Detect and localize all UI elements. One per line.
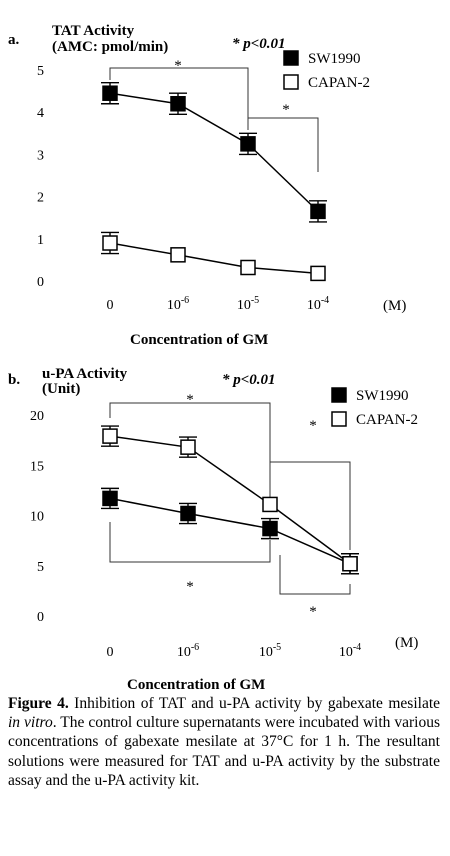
panel-b-significance-label: * p<0.01 — [222, 372, 276, 388]
panel-a: a. TAT Activity (AMC: pmol/min) * p<0.01… — [8, 23, 406, 348]
legend-marker — [331, 411, 347, 427]
data-point — [102, 85, 118, 101]
x-tick-label: 10-6 — [167, 295, 189, 313]
panel-b-legend: SW1990 CAPAN-2 — [331, 387, 418, 428]
series-line — [109, 497, 351, 565]
series-line — [109, 242, 319, 275]
x-tick-label: 0 — [107, 645, 114, 660]
significance-bracket — [248, 117, 319, 172]
data-point — [310, 265, 326, 282]
legend-label: SW1990 — [308, 51, 361, 67]
x-tick-exponent: -6 — [191, 642, 199, 653]
x-tick-label: 0 — [107, 298, 114, 313]
panel-a-xlabel: Concentration of GM — [130, 332, 268, 348]
caption-text-2: . The control culture supernatants were … — [8, 714, 440, 789]
data-point — [310, 203, 326, 220]
x-tick-exponent: -4 — [321, 295, 329, 306]
data-point — [180, 505, 196, 522]
series-line — [109, 435, 351, 565]
x-tick-exponent: -5 — [251, 295, 259, 306]
caption-text-1: Inhibition of TAT and u-PA activity by g… — [68, 695, 441, 712]
y-tick-label: 2 — [37, 191, 44, 206]
y-tick-label: 20 — [30, 409, 44, 424]
data-point — [342, 555, 358, 572]
significance-star: * — [309, 604, 317, 620]
panel-a-x-unit: (M) — [383, 298, 406, 314]
panel-a-y-ticks: 0 1 2 3 4 5 — [37, 64, 44, 290]
y-tick-label: 0 — [37, 275, 44, 290]
data-point — [170, 96, 186, 112]
panel-a-legend: SW1990 CAPAN-2 — [283, 50, 370, 91]
panel-b-y-ticks: 0 5 10 15 20 — [30, 409, 44, 625]
x-tick-exponent: -6 — [181, 295, 189, 306]
panel-b-ylabel-line1: u-PA Activity — [42, 366, 128, 382]
y-tick-label: 5 — [37, 560, 44, 575]
legend-marker — [283, 50, 299, 66]
data-point — [170, 247, 186, 263]
data-point — [102, 428, 118, 444]
significance-star: * — [174, 58, 182, 74]
x-tick-label: 10-5 — [237, 295, 259, 313]
x-tick-label: 10-4 — [307, 295, 329, 313]
series-line — [109, 92, 319, 212]
significance-bracket — [109, 522, 271, 563]
panel-a-ylabel-line1: TAT Activity — [52, 23, 135, 39]
panel-a-x-categories: 0 10-6 10-5 10-4 — [107, 295, 330, 313]
data-point — [102, 235, 118, 251]
panel-b-xlabel: Concentration of GM — [127, 677, 265, 690]
figure-panels: a. TAT Activity (AMC: pmol/min) * p<0.01… — [8, 23, 418, 690]
data-point — [262, 496, 278, 513]
data-point — [240, 259, 256, 276]
x-tick-exponent: -4 — [353, 642, 361, 653]
data-point — [240, 136, 256, 152]
data-point — [102, 490, 118, 507]
y-tick-label: 5 — [37, 64, 44, 79]
legend-label: CAPAN-2 — [308, 75, 370, 91]
caption-italic: in vitro — [8, 714, 53, 732]
figure-caption: Figure 4. Inhibition of TAT and u-PA act… — [8, 694, 440, 790]
data-point — [262, 520, 278, 537]
significance-star: * — [186, 392, 194, 408]
significance-bracket — [109, 402, 271, 492]
panel-b-significance-brackets: * * * * — [109, 392, 351, 620]
significance-star: * — [282, 102, 290, 118]
y-tick-label: 15 — [30, 459, 44, 474]
x-tick-label: 10-5 — [259, 642, 281, 660]
y-tick-label: 4 — [37, 106, 44, 121]
caption-label: Figure 4. — [8, 695, 69, 712]
panel-b-x-categories: 0 10-6 10-5 10-4 — [107, 642, 362, 660]
legend-marker — [331, 387, 347, 403]
y-tick-label: 10 — [30, 510, 44, 525]
panel-b: b. u-PA Activity (Unit) * p<0.01 (M) Con… — [8, 366, 418, 690]
panel-a-significance-brackets: ** — [109, 58, 319, 172]
panel-b-plot-area — [101, 425, 359, 575]
significance-bracket — [269, 461, 351, 550]
x-tick-label: 10-4 — [339, 642, 361, 660]
panel-a-ylabel-line2: (AMC: pmol/min) — [52, 39, 168, 55]
significance-star: * — [186, 579, 194, 595]
data-point — [180, 439, 196, 455]
legend-label: SW1990 — [356, 388, 409, 404]
x-tick-exponent: -5 — [273, 642, 281, 653]
panel-a-plot-area — [101, 81, 327, 282]
panel-b-label: b. — [8, 372, 20, 388]
panel-b-ylabel-line2: (Unit) — [42, 381, 80, 397]
x-tick-label: 10-6 — [177, 642, 199, 660]
panel-a-significance-label: * p<0.01 — [232, 36, 286, 52]
significance-bracket — [279, 555, 351, 595]
panel-b-x-unit: (M) — [395, 635, 418, 651]
y-tick-label: 1 — [37, 233, 44, 248]
significance-bracket — [109, 67, 249, 130]
panel-a-label: a. — [8, 32, 20, 48]
y-tick-label: 0 — [37, 610, 44, 625]
legend-label: CAPAN-2 — [356, 412, 418, 428]
significance-star: * — [309, 418, 317, 434]
y-tick-label: 3 — [37, 148, 44, 163]
legend-marker — [283, 74, 299, 90]
